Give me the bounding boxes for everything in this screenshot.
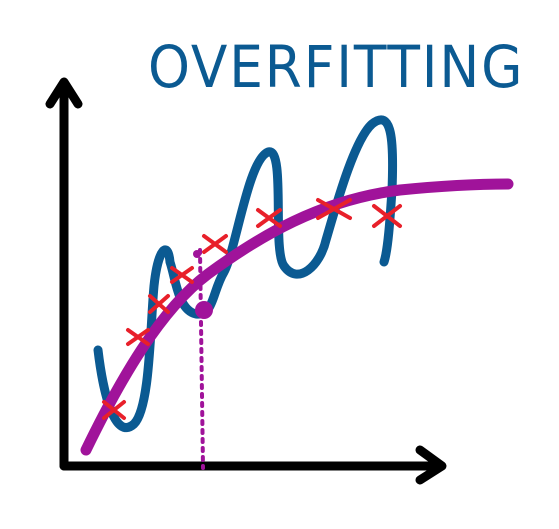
guide-top-dot [193,250,201,258]
data-point [202,234,228,254]
highlight-dot [195,301,213,319]
smooth-fit-curve [80,178,514,456]
data-point [170,266,194,284]
data-point [102,400,126,420]
data-point [316,198,352,220]
y-axis-arrow-icon [45,77,83,109]
axes [45,77,447,485]
data-point [372,204,402,228]
overfit-curve [93,115,398,432]
data-point [126,328,150,346]
vertical-guide-line [198,248,205,470]
data-points [102,198,402,420]
x-axis-arrow-icon [415,445,447,485]
diagram-title: OVERFITTING [148,33,525,101]
data-point [256,208,282,228]
data-point [148,294,170,314]
